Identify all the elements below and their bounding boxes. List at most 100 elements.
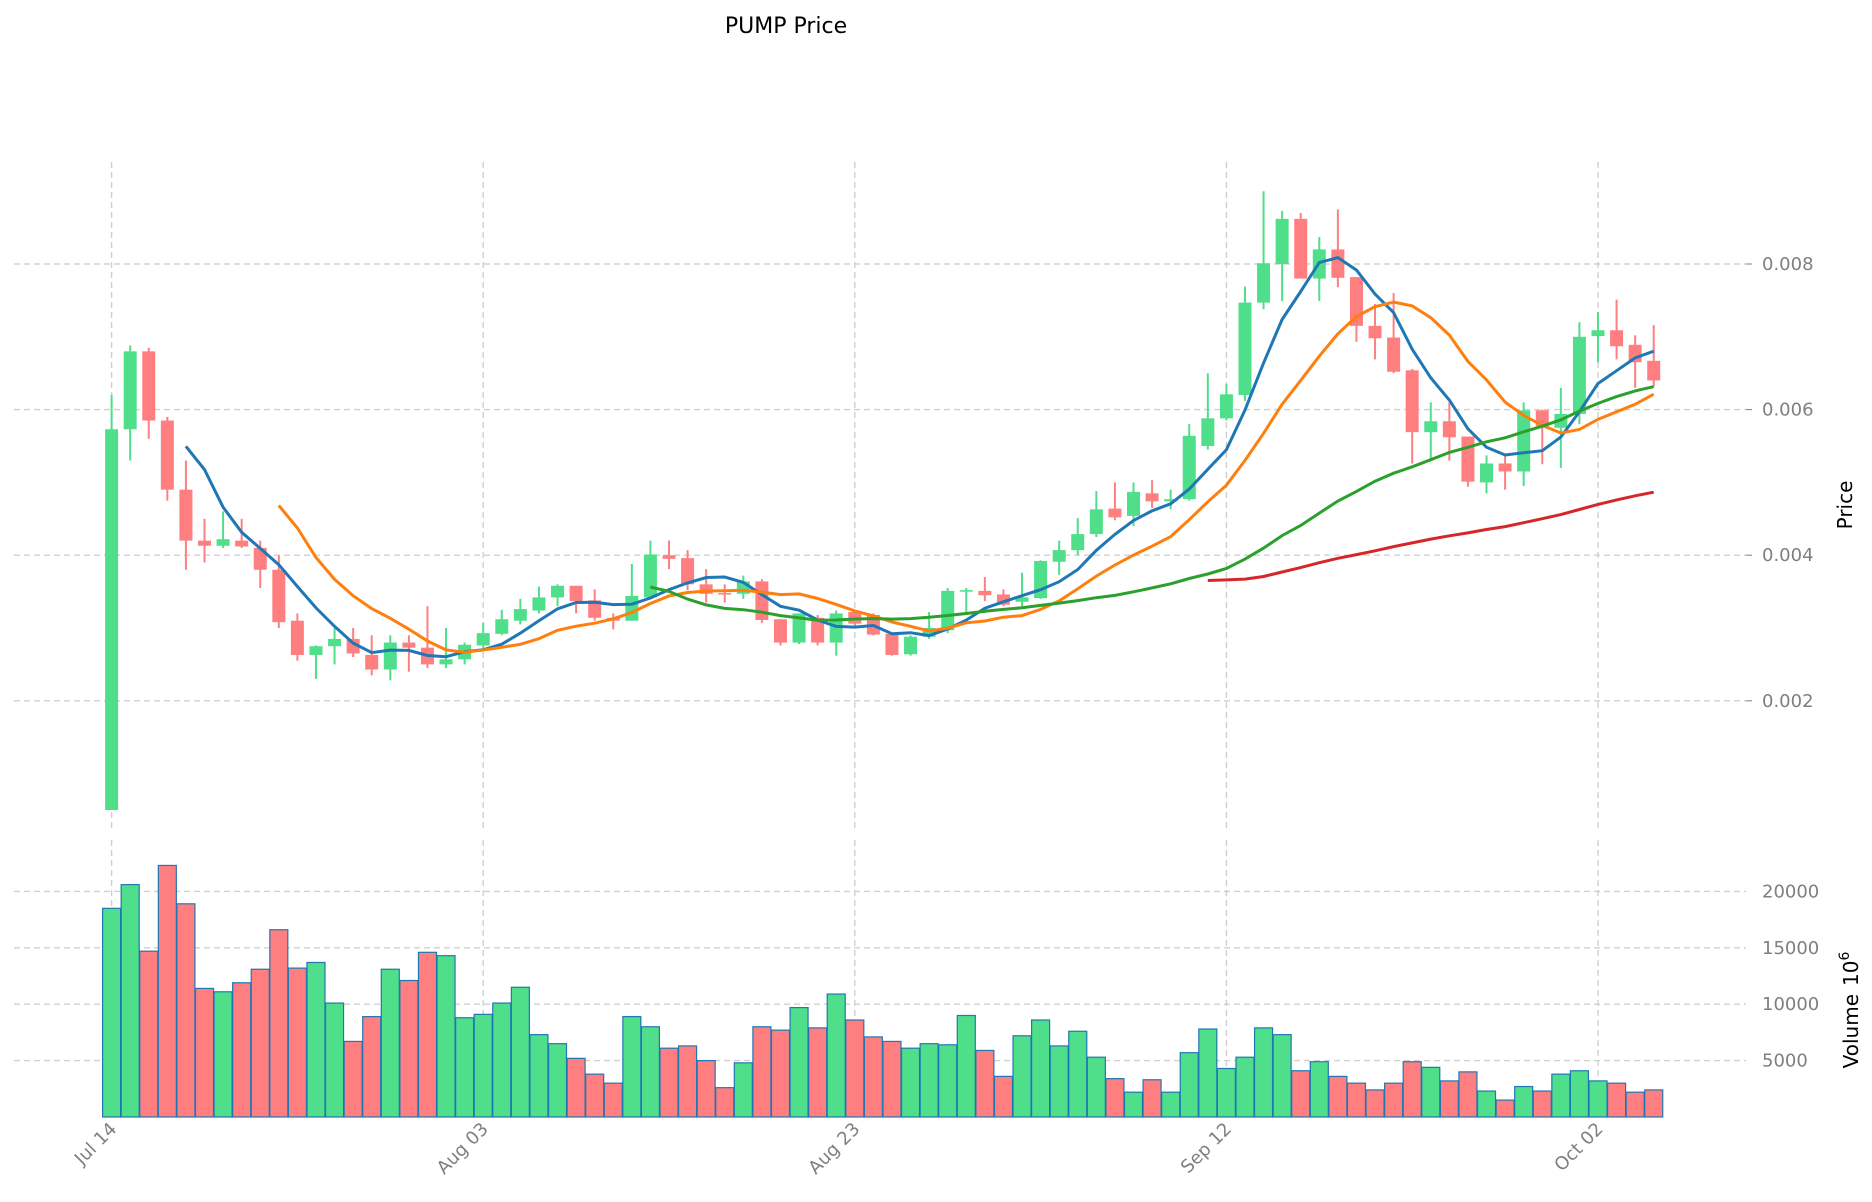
volume-bar: [492, 1002, 512, 1118]
volume-bar: [455, 1017, 475, 1118]
candle-body-up: [904, 636, 918, 655]
candle-body-up: [625, 595, 639, 621]
volume-bar: [1402, 1061, 1422, 1118]
candle-body-down: [681, 558, 695, 585]
volume-bar: [436, 955, 456, 1118]
candle-body-up: [123, 351, 137, 430]
price-tick-label: 0.008: [1762, 254, 1814, 275]
volume-bar: [993, 1075, 1014, 1118]
volume-bar: [733, 1062, 753, 1118]
volume-bar: [1346, 1082, 1367, 1118]
date-tick-label: Sep 12: [1177, 1119, 1236, 1178]
volume-bar: [510, 986, 530, 1118]
volume-bar: [1495, 1099, 1515, 1118]
volume-bar: [1198, 1028, 1218, 1118]
candle-body-down: [1442, 421, 1456, 438]
volume-bar: [1644, 1089, 1664, 1118]
candle-body-down: [1331, 249, 1345, 278]
candle-body-down: [198, 540, 211, 546]
volume-bar: [1476, 1090, 1497, 1118]
date-tick-label: Oct 02: [1550, 1119, 1607, 1176]
volume-bar: [232, 982, 252, 1118]
candle-body-up: [1015, 597, 1029, 602]
volume-tick-label: 20000: [1762, 881, 1819, 902]
volume-bar: [1272, 1034, 1292, 1118]
candle-body-up: [1275, 218, 1289, 264]
volume-tick-label: 15000: [1762, 938, 1819, 959]
volume-bar: [250, 968, 270, 1118]
volume-bar: [417, 951, 438, 1118]
volume-bar: [770, 1029, 791, 1118]
volume-bar: [863, 1036, 883, 1118]
volume-bar: [1123, 1091, 1144, 1118]
candle-body-up: [1071, 534, 1085, 551]
candle-body-up: [513, 609, 527, 621]
candle-body-down: [272, 569, 286, 623]
chart-title: PUMP Price: [725, 14, 847, 39]
candle-body-up: [328, 638, 342, 647]
volume-bar: [1030, 1019, 1051, 1118]
candle-body-up: [1480, 463, 1494, 483]
candle-body-down: [179, 489, 193, 541]
candle-body-down: [160, 420, 174, 490]
volume-bar: [547, 1043, 568, 1118]
volume-tick-label: 10000: [1762, 994, 1819, 1015]
moving-average-30-line: [650, 385, 1655, 622]
volume-bar: [1216, 1067, 1237, 1118]
volume-bar: [529, 1034, 549, 1118]
candle-body-up: [216, 539, 230, 546]
volume-bar: [1551, 1073, 1571, 1118]
volume-tick-label: 5000: [1762, 1051, 1808, 1072]
candle-body-down: [402, 642, 416, 648]
volume-bar: [1365, 1089, 1385, 1118]
volume-bar: [269, 929, 289, 1118]
volume-bar: [1588, 1080, 1608, 1118]
volume-bar: [1439, 1080, 1459, 1118]
volume-bar: [287, 967, 307, 1118]
candle-body-down: [1294, 218, 1308, 279]
volume-bar: [1532, 1090, 1552, 1118]
volume-bar: [1049, 1045, 1069, 1118]
volume-bar: [1235, 1056, 1255, 1118]
volume-bar: [1179, 1052, 1199, 1118]
volume-bar: [603, 1082, 623, 1118]
candle-body-down: [1108, 508, 1122, 518]
volume-bar: [1012, 1035, 1032, 1118]
volume-bar: [640, 1026, 661, 1118]
candle-body-down: [290, 620, 304, 655]
candle-body-down: [811, 617, 825, 643]
volume-bar: [1328, 1075, 1348, 1118]
candle-body-up: [1219, 394, 1233, 419]
volume-bar: [1421, 1066, 1441, 1118]
volume-bar: [343, 1040, 363, 1118]
candle-body-down: [569, 585, 583, 602]
volume-label-text: Volume: [1839, 994, 1863, 1068]
candle-body-up: [309, 646, 323, 655]
candle-body-down: [662, 555, 676, 559]
volume-bar: [1514, 1085, 1534, 1118]
volume-bar: [808, 1027, 828, 1118]
volume-bar: [380, 968, 400, 1118]
volume-bar: [845, 1019, 865, 1118]
candle-body-up: [1424, 421, 1438, 433]
volume-bar: [1105, 1078, 1125, 1118]
moving-average-60-line: [1207, 490, 1654, 582]
volume-bar: [101, 907, 122, 1118]
candle-body-down: [1405, 370, 1419, 433]
volume-bar: [1086, 1056, 1106, 1118]
candle-body-up: [1201, 418, 1215, 446]
candle-body-down: [235, 540, 249, 547]
candle-body-up: [1089, 509, 1103, 535]
volume-bar: [1384, 1082, 1404, 1118]
candle-body-up: [1052, 550, 1066, 562]
volume-bar: [1253, 1027, 1274, 1118]
candle-body-up: [1238, 302, 1252, 396]
volume-bar: [956, 1014, 976, 1118]
volume-bar: [1569, 1070, 1590, 1118]
candle-body-up: [941, 590, 955, 631]
volume-bar: [1625, 1091, 1645, 1118]
volume-bar: [622, 1016, 642, 1118]
date-tick-label: Aug 03: [433, 1119, 493, 1179]
volume-bar: [213, 991, 233, 1118]
volume-bar: [1458, 1071, 1478, 1118]
